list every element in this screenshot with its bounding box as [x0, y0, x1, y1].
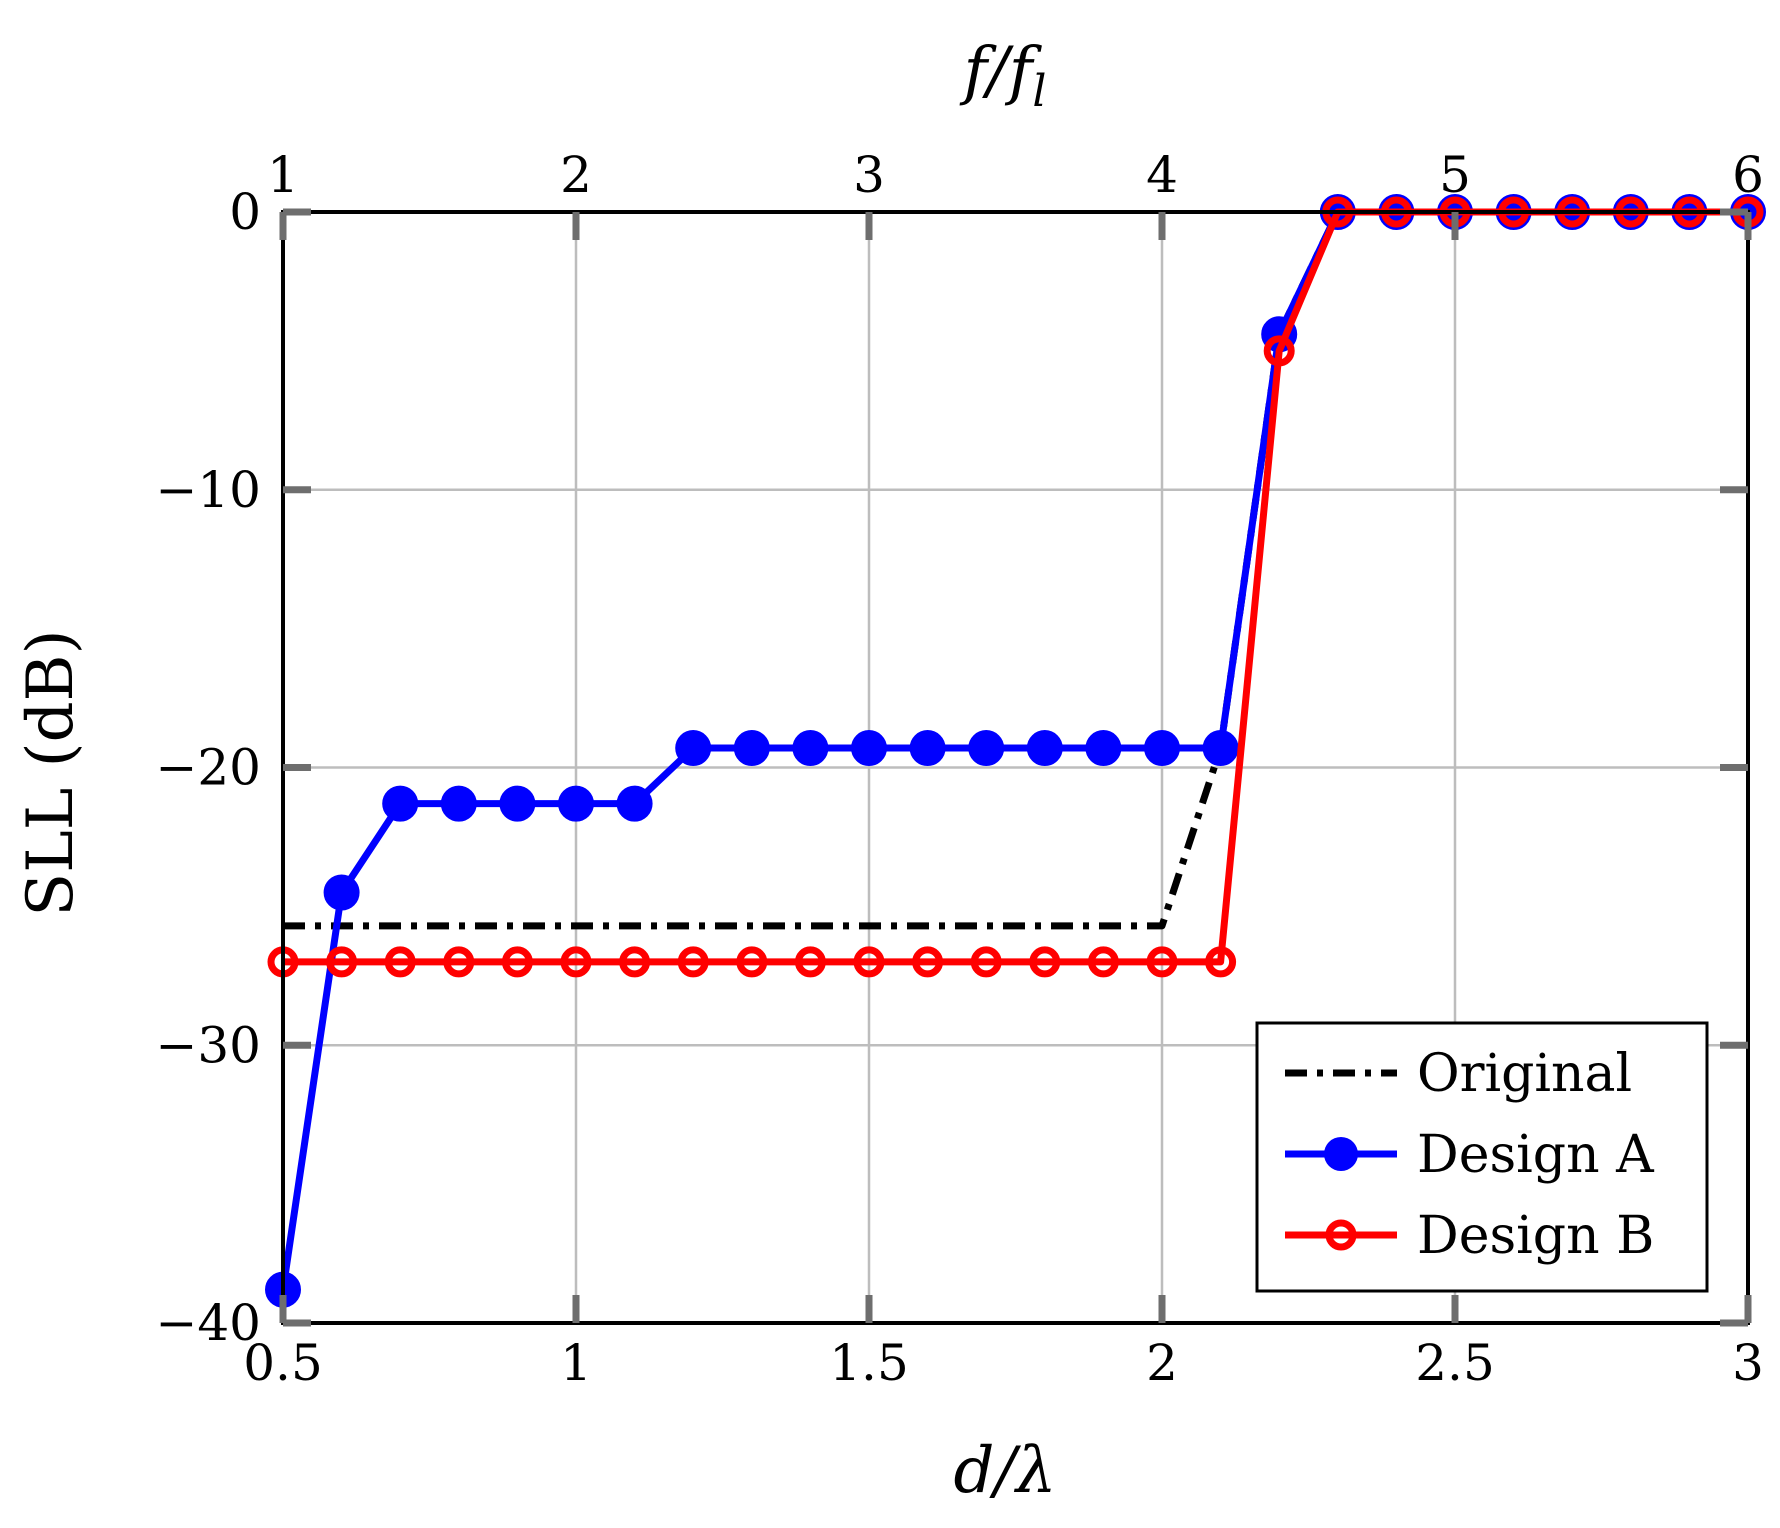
- y-tick-label: −10: [155, 461, 261, 519]
- grid: [283, 212, 1748, 1323]
- design-a-point: [675, 730, 712, 767]
- design-b-point: [970, 946, 1002, 978]
- x-axis-title: d/λ: [953, 1434, 1056, 1508]
- design-a-point: [733, 730, 770, 767]
- x-tick-label: 2: [1146, 1334, 1178, 1392]
- design-b-point: [1029, 946, 1061, 978]
- x-tick-label: 0.5: [243, 1334, 323, 1392]
- top-x-tick-label: 3: [853, 146, 885, 204]
- design-a-point: [909, 730, 946, 767]
- y-tick-label: 0: [229, 183, 261, 241]
- design-b-point: [501, 946, 533, 978]
- design-a-point: [1026, 730, 1063, 767]
- tick-labels: 0.5 1 1.5 2 2.5 3 1 2 3 4 5 6 0 −10 −20 −30 −40: [155, 146, 1763, 1392]
- design-b-point: [853, 946, 885, 978]
- series-line-original: [283, 208, 1748, 930]
- x-tick-label: 2.5: [1415, 1334, 1495, 1392]
- legend: Original Design A Design B: [1255, 1021, 1709, 1293]
- legend-marker-2: [1325, 1219, 1357, 1251]
- design-a-point: [616, 785, 653, 822]
- design-a-point: [1202, 730, 1239, 767]
- y-axis-title: SLL (dB): [14, 629, 88, 916]
- top-x-axis-title-main: f/f: [959, 34, 1042, 108]
- design-b-point: [1205, 946, 1237, 978]
- design-a-point: [323, 874, 360, 911]
- design-b-point: [443, 946, 475, 978]
- axes: [279, 208, 1752, 1327]
- design-b-point: [1146, 946, 1178, 978]
- design-b-point: [1087, 946, 1119, 978]
- design-b-point: [794, 946, 826, 978]
- legend-label: Original: [1417, 1044, 1632, 1104]
- design-a-point: [1144, 730, 1180, 767]
- legend-label: Design B: [1417, 1206, 1654, 1266]
- top-x-tick-label: 1: [267, 146, 299, 204]
- legend-marker-1: [1324, 1137, 1358, 1171]
- design-b-point: [736, 946, 768, 978]
- x-tick-label: 1: [560, 1334, 592, 1392]
- top-x-axis-title: f/fl: [959, 34, 1046, 117]
- legend-label: Design A: [1417, 1125, 1655, 1185]
- design-b-point: [560, 946, 592, 978]
- top-x-tick-label: 2: [560, 146, 592, 204]
- top-x-tick-label: 6: [1732, 146, 1764, 204]
- design-a-point: [968, 730, 1005, 767]
- top-x-axis-title-sub: l: [1032, 66, 1046, 117]
- design-a-point: [851, 730, 887, 767]
- y-tick-label: −20: [155, 739, 261, 797]
- y-tick-label: −40: [155, 1294, 261, 1352]
- series-line-design-b: [283, 208, 1748, 966]
- design-a-point: [792, 730, 829, 767]
- design-a-point: [558, 785, 594, 822]
- top-x-tick-label: 4: [1146, 146, 1178, 204]
- design-a-point: [382, 785, 419, 822]
- x-tick-label: 1.5: [829, 1334, 909, 1392]
- design-a-point: [499, 785, 536, 822]
- design-b-point: [619, 946, 651, 978]
- top-x-tick-label: 5: [1439, 146, 1471, 204]
- design-b-point: [326, 946, 358, 978]
- design-b-point: [677, 946, 709, 978]
- design-b-point: [1263, 335, 1295, 367]
- design-a-point: [1085, 730, 1122, 767]
- design-b-point: [384, 946, 416, 978]
- y-tick-label: −30: [155, 1016, 261, 1074]
- design-b-point: [912, 946, 944, 978]
- x-tick-label: 3: [1732, 1334, 1764, 1392]
- design-a-point: [440, 785, 477, 822]
